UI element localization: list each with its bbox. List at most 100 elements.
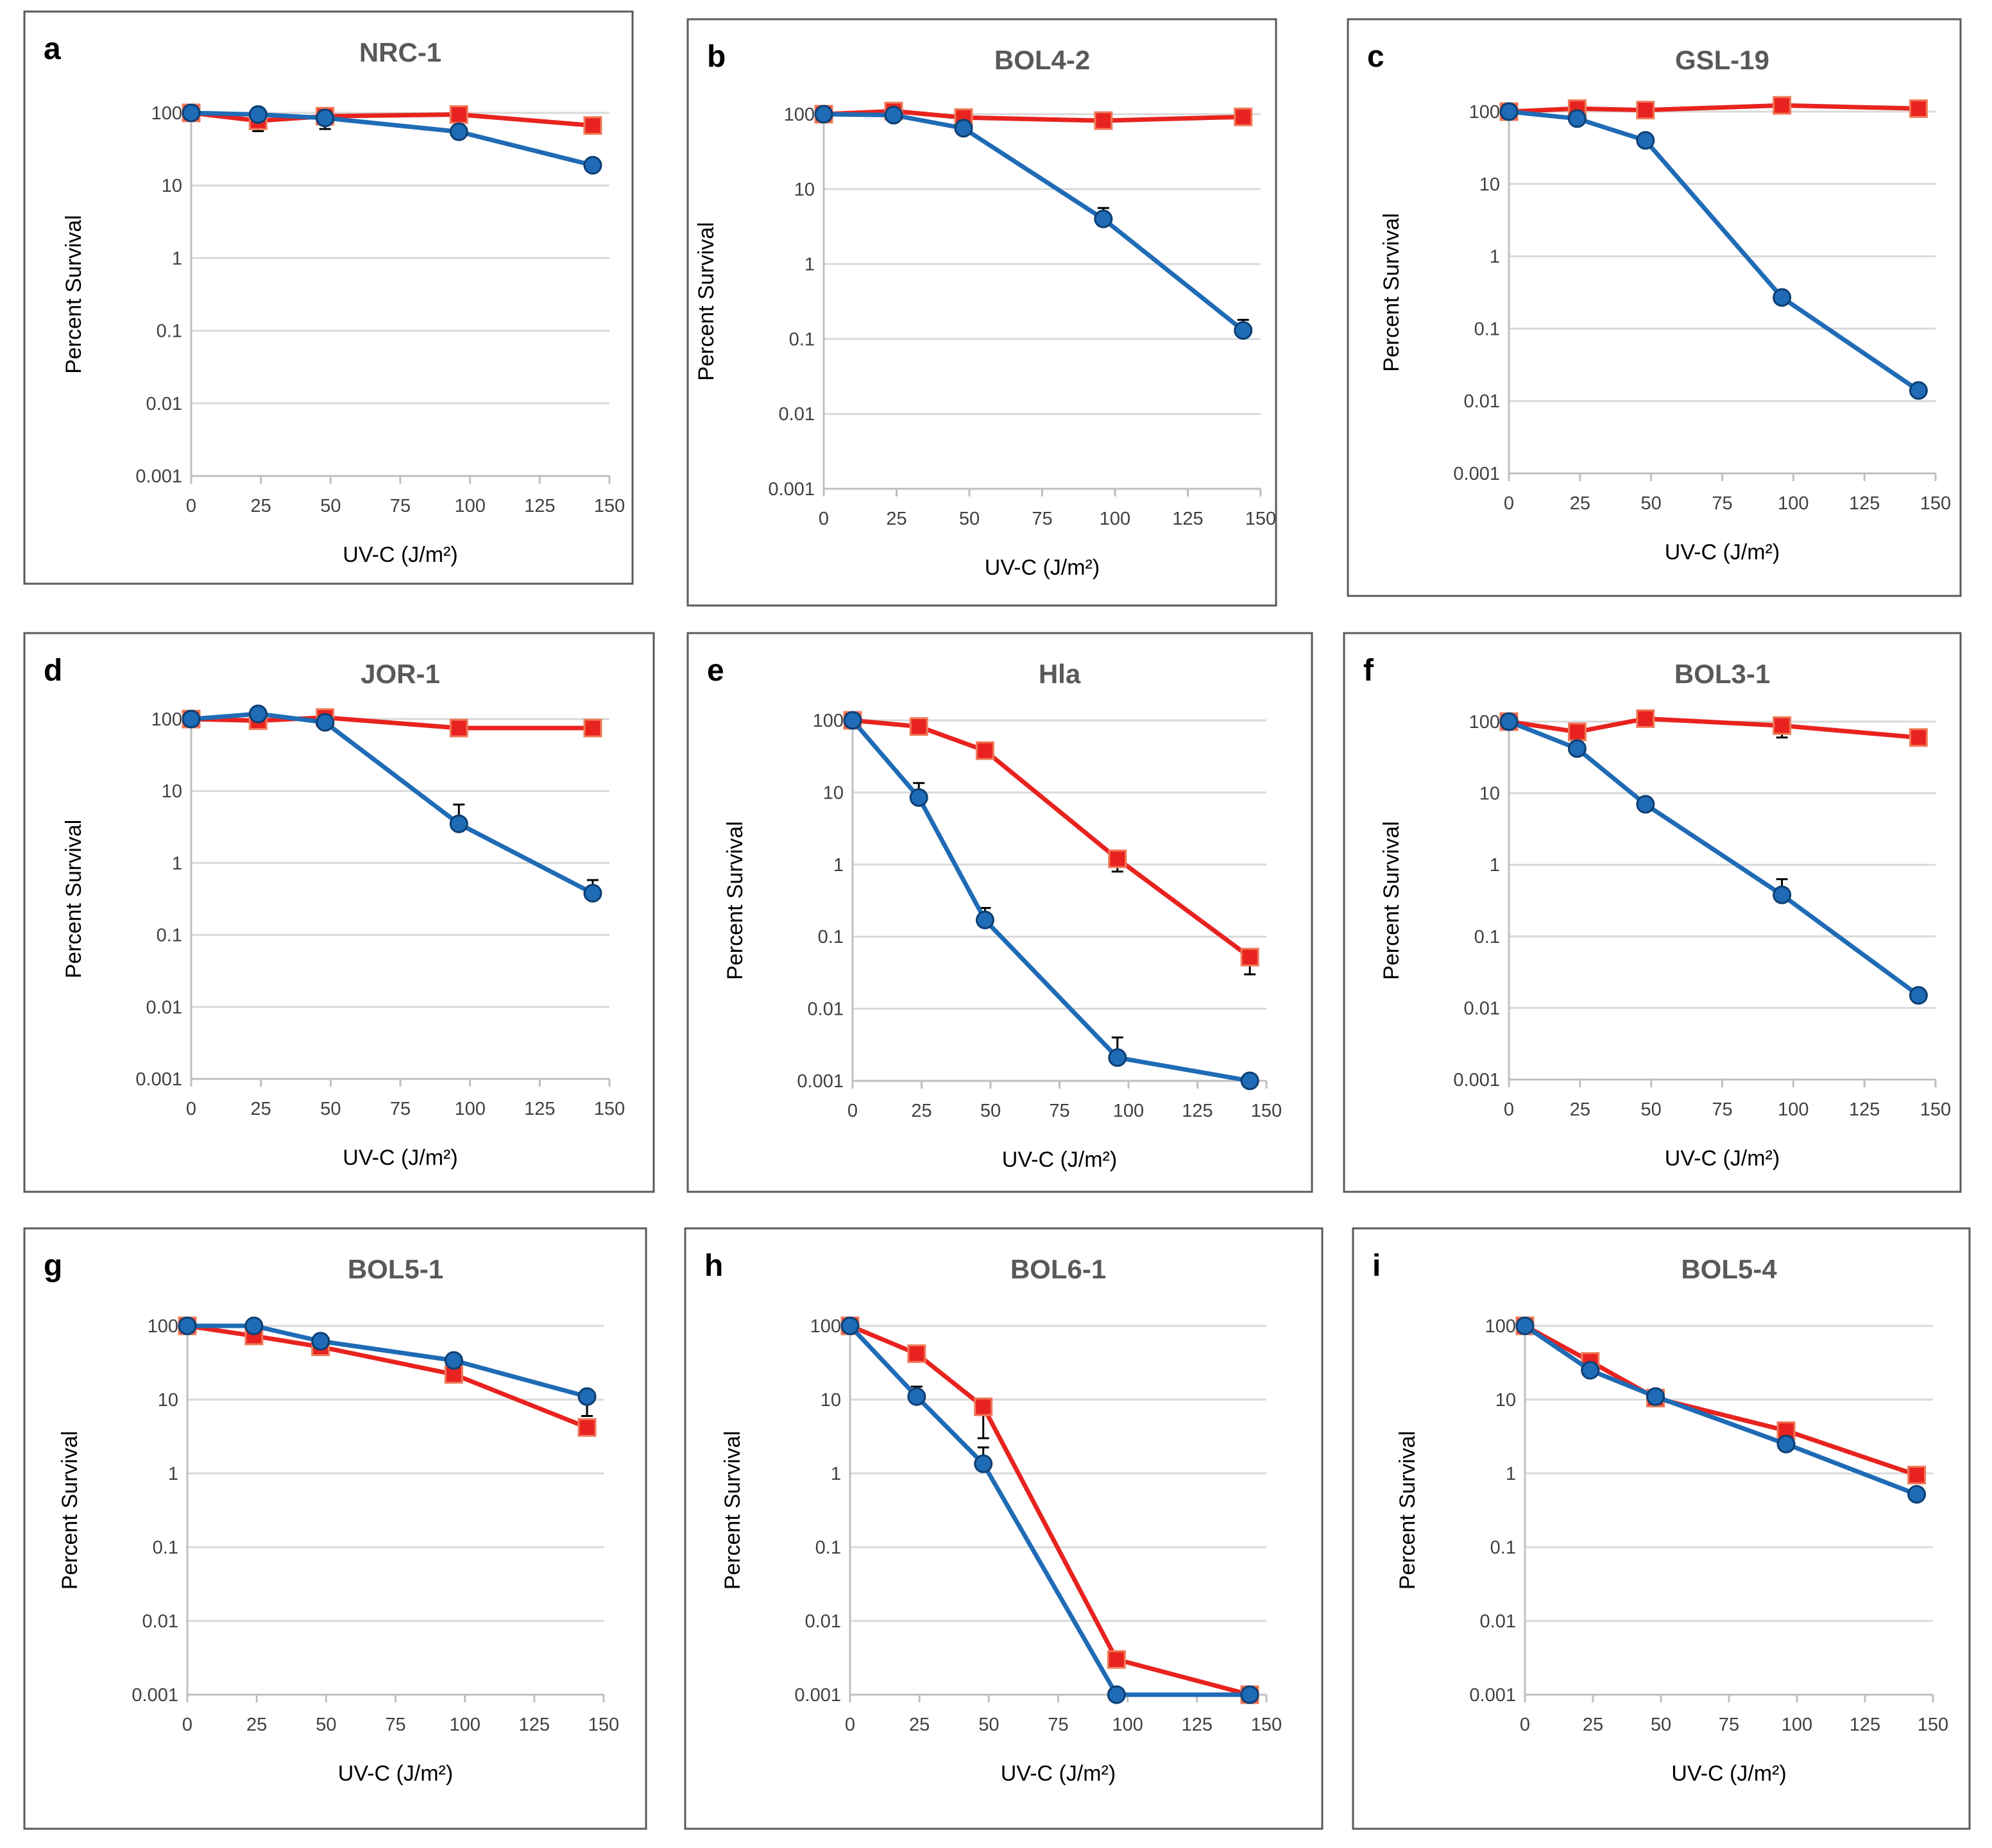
- data-point-circle: [1776, 1434, 1796, 1454]
- y-axis-label: Percent Survival: [723, 821, 747, 980]
- data-point-circle: [248, 704, 268, 724]
- data-point-circle: [248, 105, 268, 124]
- x-axis-label: UV-C (J/m²): [985, 555, 1100, 580]
- data-point-circle: [1907, 1485, 1927, 1504]
- x-tick-label: 125: [1172, 509, 1203, 529]
- y-tick-label: 100: [1485, 1316, 1516, 1337]
- data-point-square: [1567, 722, 1587, 742]
- y-tick-label: 1: [1506, 1464, 1516, 1484]
- data-point-square: [1909, 728, 1928, 747]
- y-tick-label: 0.001: [797, 1071, 844, 1092]
- y-tick-label: 10: [158, 1390, 178, 1411]
- series-circles: [178, 1316, 597, 1418]
- data-point-circle: [1499, 712, 1519, 731]
- y-tick-label: 0.01: [142, 1611, 178, 1632]
- y-axis-label: Percent Survival: [62, 820, 86, 979]
- y-tick-label: 100: [813, 711, 844, 731]
- data-point-circle: [1567, 109, 1587, 128]
- x-tick-label: 25: [886, 509, 907, 529]
- data-point-circle: [178, 1316, 197, 1335]
- x-axis-label: UV-C (J/m²): [1002, 1148, 1117, 1172]
- series-circles: [182, 103, 602, 175]
- x-tick-label: 25: [246, 1715, 267, 1735]
- data-point-circle: [182, 103, 201, 123]
- data-point-square: [1107, 1650, 1126, 1669]
- x-axis-label: UV-C (J/m²): [1665, 1146, 1780, 1171]
- y-axis-label: Percent Survival: [694, 222, 719, 381]
- x-tick-label: 25: [251, 1099, 271, 1119]
- x-tick-label: 150: [1920, 493, 1951, 514]
- data-point-circle: [316, 713, 335, 732]
- y-tick-label: 0.001: [1453, 464, 1500, 484]
- x-tick-label: 0: [1520, 1715, 1530, 1735]
- data-point-square: [974, 1397, 993, 1416]
- y-tick-label: 10: [162, 176, 182, 196]
- x-tick-label: 150: [1920, 1099, 1951, 1120]
- x-tick-label: 125: [524, 1099, 555, 1119]
- y-tick-label: 0.01: [805, 1611, 841, 1632]
- data-point-square: [1108, 849, 1127, 869]
- y-axis-label: Percent Survival: [1395, 1431, 1420, 1590]
- data-point-square: [1636, 709, 1655, 728]
- x-tick-label: 50: [1651, 1715, 1671, 1735]
- x-axis-label: UV-C (J/m²): [343, 1146, 457, 1170]
- x-axis-label: UV-C (J/m²): [1665, 540, 1780, 564]
- data-point-circle: [1499, 102, 1519, 121]
- x-tick-label: 125: [524, 496, 555, 516]
- y-tick-label: 100: [1469, 102, 1500, 123]
- data-point-square: [449, 105, 468, 124]
- x-tick-label: 100: [1100, 509, 1130, 529]
- data-point-circle: [311, 1332, 330, 1351]
- y-tick-label: 0.1: [1490, 1538, 1516, 1558]
- chart-title: BOL5-1: [348, 1254, 443, 1284]
- series-circles: [843, 711, 1259, 1090]
- x-tick-label: 50: [959, 509, 980, 529]
- y-tick-label: 0.01: [808, 999, 844, 1020]
- data-point-circle: [954, 119, 973, 138]
- data-point-circle: [814, 105, 833, 124]
- data-point-circle: [444, 1351, 463, 1370]
- y-tick-label: 10: [1495, 1390, 1516, 1411]
- x-tick-label: 125: [519, 1715, 550, 1735]
- y-tick-label: 100: [810, 1316, 841, 1337]
- data-point-circle: [1234, 321, 1253, 340]
- data-point-square: [583, 718, 602, 738]
- x-tick-label: 100: [1782, 1715, 1812, 1735]
- x-tick-label: 75: [1712, 493, 1732, 514]
- y-tick-label: 0.001: [1469, 1685, 1516, 1706]
- y-tick-label: 1: [804, 255, 815, 275]
- x-tick-label: 25: [1583, 1715, 1603, 1735]
- y-tick-label: 0.1: [157, 926, 182, 946]
- x-tick-label: 150: [1245, 509, 1276, 529]
- x-tick-label: 50: [980, 1101, 1001, 1121]
- y-axis-label: Percent Survival: [62, 215, 86, 374]
- x-tick-label: 125: [1849, 493, 1880, 514]
- y-tick-label: 0.001: [135, 1069, 182, 1090]
- data-point-square: [907, 1344, 926, 1363]
- x-tick-label: 150: [1251, 1101, 1282, 1121]
- panel-frame: [1352, 1227, 1971, 1830]
- panel-frame: [686, 632, 1313, 1193]
- y-tick-label: 10: [821, 1390, 841, 1411]
- x-tick-label: 125: [1849, 1099, 1880, 1120]
- y-tick-label: 10: [1479, 784, 1500, 804]
- y-tick-label: 1: [168, 1464, 178, 1484]
- x-tick-label: 50: [1641, 1099, 1662, 1120]
- y-tick-label: 0.1: [1474, 927, 1500, 947]
- data-point-square: [1234, 107, 1253, 126]
- chart-title: BOL4-2: [994, 45, 1090, 75]
- data-point-square: [1636, 101, 1655, 120]
- x-tick-label: 25: [1570, 493, 1590, 514]
- x-tick-label: 150: [594, 1099, 625, 1119]
- panel-letter: b: [707, 40, 726, 74]
- x-tick-label: 150: [1251, 1715, 1282, 1735]
- x-tick-label: 75: [1048, 1715, 1068, 1735]
- data-point-circle: [1240, 1071, 1259, 1090]
- panel-letter: g: [44, 1249, 62, 1283]
